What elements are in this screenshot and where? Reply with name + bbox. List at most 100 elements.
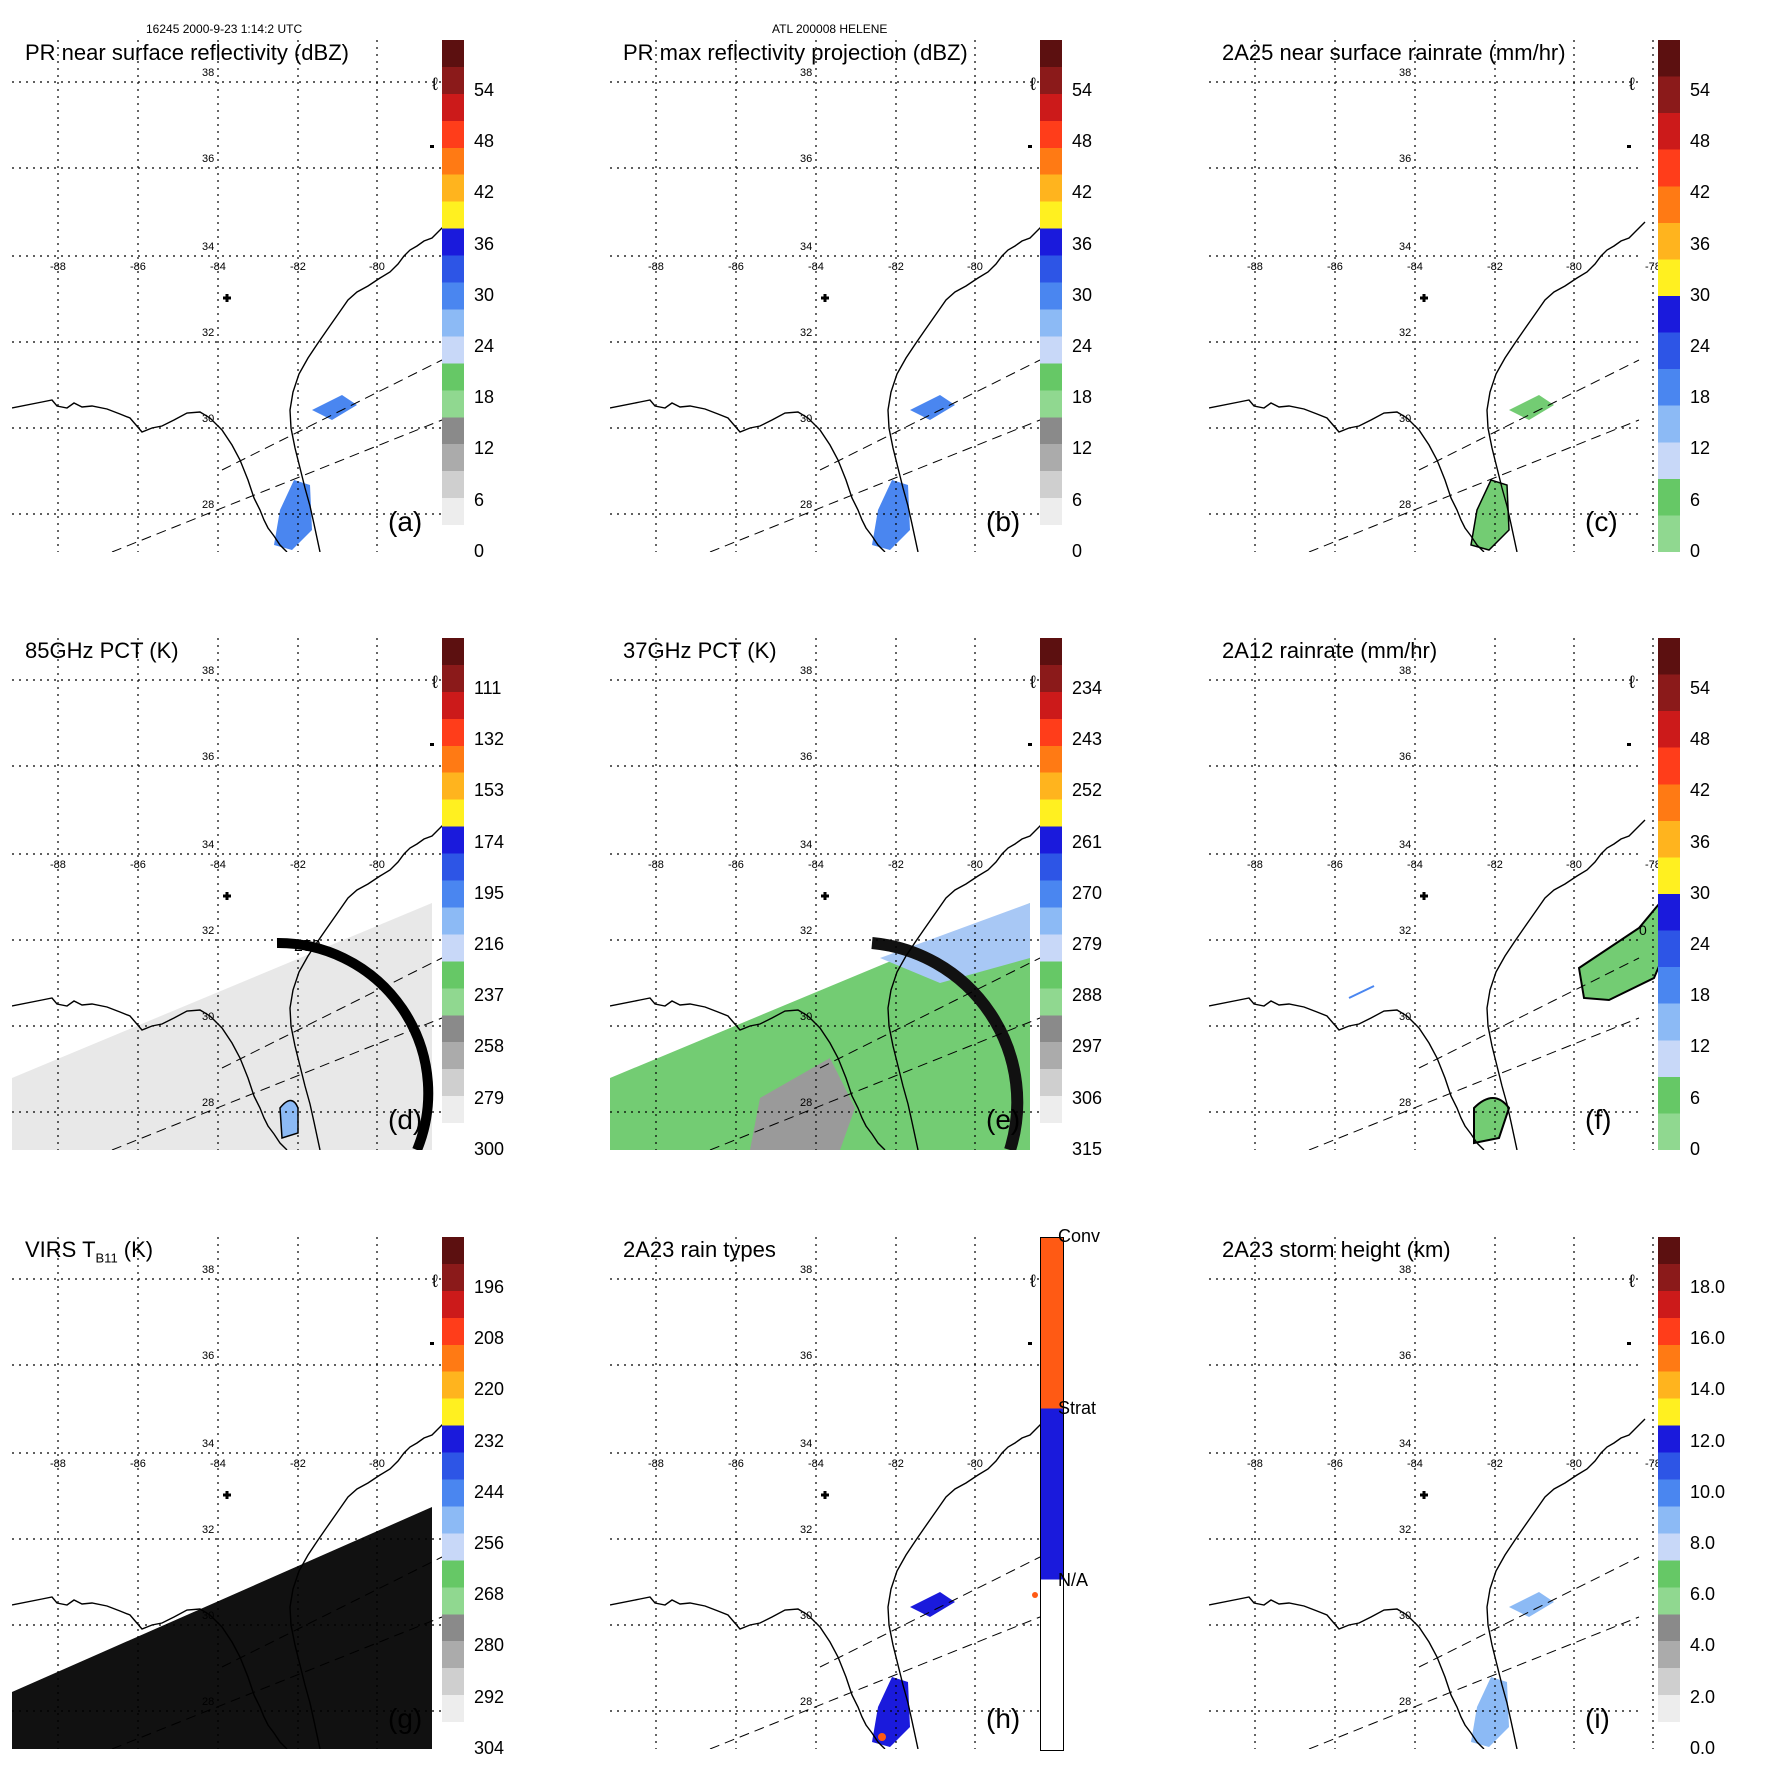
rain-cell <box>274 480 312 550</box>
lat-label: 36 <box>1399 153 1411 165</box>
swath-edge <box>1308 1616 1640 1749</box>
rain-cell <box>1473 1097 1511 1145</box>
lat-label: 28 <box>800 499 812 511</box>
colorbar-tick: 0.0 <box>1690 1737 1716 1758</box>
lon-label: -80 <box>1566 1458 1582 1470</box>
colorbar-tick: 306 <box>1072 1087 1103 1108</box>
lon-label: -86 <box>1327 859 1343 871</box>
lon-label: -82 <box>290 261 306 273</box>
colorbar-tick: 54 <box>474 80 495 100</box>
colorbar-tick: 288 <box>1072 985 1103 1006</box>
colorbar-tick: 220 <box>474 1379 505 1400</box>
rain-streak <box>1348 985 1375 999</box>
corner-glyph: ℓ <box>1629 1271 1635 1291</box>
storm-center-marker <box>223 294 231 302</box>
colorbar-tick: 18 <box>1690 985 1711 1006</box>
lat-label: 34 <box>202 1438 214 1450</box>
panel-title: VIRS TB11 (K) <box>25 1237 154 1266</box>
lat-label: 34 <box>800 241 812 253</box>
colorbar-tick: 48 <box>1072 131 1093 152</box>
lat-label: 38 <box>1399 665 1411 677</box>
coastline <box>289 221 449 552</box>
lat-label: 30 <box>800 413 812 425</box>
coastline <box>610 997 886 1150</box>
lat-label: 28 <box>1399 1097 1411 1109</box>
lat-label: 28 <box>800 1097 812 1109</box>
colorbar-tick: 232 <box>474 1430 505 1451</box>
coastline <box>887 1418 1047 1749</box>
colorbar-tick: 279 <box>1072 934 1103 954</box>
lat-label: 38 <box>202 665 214 677</box>
corner-mark <box>1627 743 1631 746</box>
colorbar-tick: 0 <box>474 540 485 561</box>
colorbar-tick: 111 <box>474 678 502 698</box>
lat-label: 28 <box>1399 499 1411 511</box>
colorbar-tick: 12 <box>474 438 495 459</box>
lon-label: -88 <box>50 1458 66 1470</box>
panel-title: PR near surface reflectivity (dBZ) <box>25 40 349 65</box>
colorbar-e <box>1040 638 1062 1150</box>
lon-label: -88 <box>648 261 664 273</box>
colorbar-tick: 18 <box>1072 387 1093 408</box>
corner-glyph: ℓ <box>1629 672 1635 692</box>
swath-edge <box>819 957 1041 1069</box>
colorbar-tick: 0 <box>1690 1138 1701 1159</box>
panel-g: VIRS TB11 (K) 38 36 34 32 30 28 -88 -86 -84 -82 -80… <box>0 1197 504 1758</box>
colorbar-tick: 4.0 <box>1690 1635 1716 1656</box>
lon-label: -86 <box>1327 1458 1343 1470</box>
panel-c: 2A25 near surface rainrate (mm/hr) 38 36 34… <box>1197 0 1710 561</box>
panel-i: 2A23 storm height (km) 38 36 34 32 30 28 -88 -86… <box>1197 1197 1725 1758</box>
panel-title: 2A23 rain types <box>623 1237 776 1262</box>
swath-edge <box>1308 419 1640 552</box>
lon-label: -86 <box>130 859 146 871</box>
swath-edge <box>709 1616 1041 1749</box>
lon-label: -82 <box>1487 1458 1503 1470</box>
panel-title: 2A23 storm height (km) <box>1222 1237 1451 1262</box>
storm-center-marker <box>223 1491 231 1499</box>
lat-label: 38 <box>800 1264 812 1276</box>
header-timestamp: 16245 2000-9-23 1:14:2 UTC <box>146 22 303 36</box>
swath-edge <box>221 359 443 471</box>
lon-label: -80 <box>369 1458 385 1470</box>
lon-label: -82 <box>1487 859 1503 871</box>
swath-edge <box>1308 1017 1640 1150</box>
storm-center-marker <box>821 294 829 302</box>
colorbar-tick: 30 <box>1072 284 1093 305</box>
lon-label: -78 <box>1645 261 1661 273</box>
lon-label: -82 <box>290 859 306 871</box>
lat-label: 34 <box>202 839 214 851</box>
lat-label: 38 <box>800 665 812 677</box>
lat-label: 36 <box>202 751 214 763</box>
lat-label: 32 <box>800 925 812 937</box>
panel-label: (a) <box>388 506 423 537</box>
storm-center-marker <box>223 892 231 900</box>
corner-mark <box>1028 145 1032 148</box>
colorbar-tick: 279 <box>474 1087 505 1108</box>
colorbar-tick: 48 <box>474 131 495 152</box>
rain-cell <box>279 1099 299 1139</box>
corner-mark <box>430 743 434 746</box>
lat-label: 28 <box>1399 1696 1411 1708</box>
lon-label: -80 <box>369 859 385 871</box>
lat-label: 38 <box>800 67 812 79</box>
lat-label: 36 <box>800 1350 812 1362</box>
swath-edge <box>111 1616 443 1749</box>
colorbar-tick: 237 <box>474 985 505 1006</box>
panel-label: (c) <box>1585 506 1618 537</box>
panel-label: (d) <box>388 1104 423 1135</box>
header-storm-name: ATL 200008 HELENE <box>772 22 888 36</box>
lat-label: 30 <box>202 1011 214 1023</box>
corner-mark <box>1028 1342 1032 1345</box>
colorbar-h <box>1040 1237 1064 1751</box>
lon-label: -88 <box>1247 859 1263 871</box>
colorbar-tick: 30 <box>1690 284 1711 305</box>
colorbar-tick: 30 <box>1690 882 1711 903</box>
lat-label: 28 <box>800 1696 812 1708</box>
lat-label: 34 <box>800 1438 812 1450</box>
rain-cell <box>872 480 910 550</box>
panel-title: 37GHz PCT (K) <box>623 638 777 663</box>
colorbar-tick: 12.0 <box>1690 1430 1726 1451</box>
